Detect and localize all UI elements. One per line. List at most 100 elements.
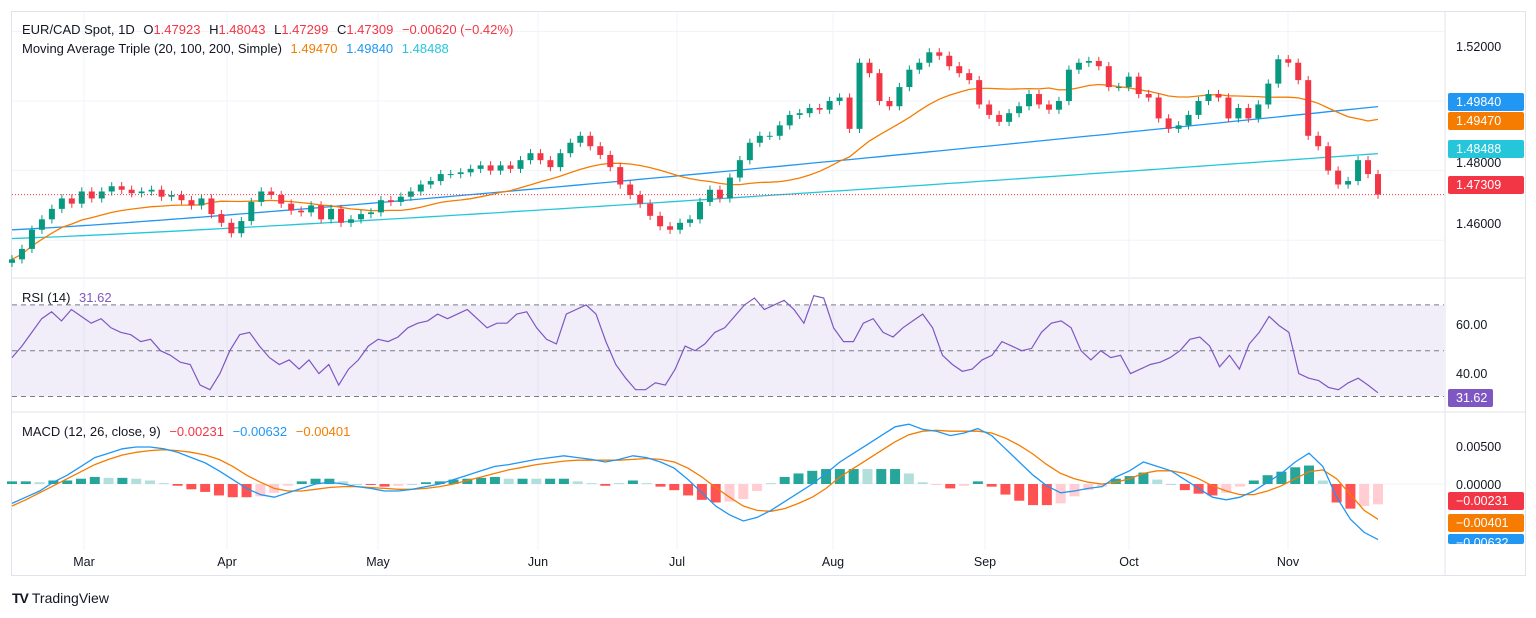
candle-body <box>696 201 703 220</box>
ohlc-close: C1.47309 <box>336 22 394 37</box>
candle-body <box>98 191 105 199</box>
candle-body <box>18 248 25 260</box>
candle-body <box>836 97 843 101</box>
candle-body <box>1175 125 1182 129</box>
candle-body <box>537 153 544 161</box>
x-label-jul: Jul <box>669 555 685 569</box>
candle-body <box>547 160 554 168</box>
candle-body <box>188 200 195 206</box>
x-label-mar: Mar <box>73 555 95 569</box>
macd-hist-bar <box>1083 484 1094 491</box>
macd-hist-bar <box>655 484 666 487</box>
macd-hist-bar <box>848 469 859 484</box>
close-price-badge: 1.47309 <box>1448 176 1524 194</box>
candle-body <box>1085 60 1092 63</box>
candle-body <box>1375 174 1381 195</box>
candle-body <box>577 135 584 143</box>
ma200-value: 1.48488 <box>401 41 449 56</box>
macd-hist-bar <box>172 484 183 486</box>
macd-hist-bar <box>1055 484 1066 504</box>
macd-hist-bar <box>641 483 652 485</box>
candle-body <box>786 114 793 126</box>
macd-hist-bar <box>945 484 956 489</box>
candle-body <box>726 177 733 199</box>
candle-body <box>527 153 534 161</box>
candle-body <box>976 80 983 105</box>
x-label-oct: Oct <box>1119 555 1139 569</box>
candle-body <box>1035 94 1042 105</box>
macd-hist-bar <box>572 481 583 484</box>
candle-body <box>168 194 175 197</box>
macd-hist-bar <box>779 476 790 484</box>
macd-hist-bar <box>1262 475 1273 484</box>
candle-body <box>1105 66 1112 88</box>
macd-signal-line <box>11 429 1379 520</box>
candle-body <box>278 194 285 204</box>
candle-body <box>318 205 325 220</box>
macd-line-badge: −0.00632 <box>1448 534 1524 544</box>
candle-body <box>467 168 474 173</box>
candle-body <box>118 186 125 190</box>
tradingview-logo-icon: TV <box>12 590 29 606</box>
price-tick-2: 1.48000 <box>1456 156 1502 170</box>
ma20-line <box>11 83 1379 260</box>
macd-hist-bar <box>545 478 556 484</box>
candle-body <box>178 194 185 201</box>
candle-body <box>906 69 913 88</box>
macd-hist-bar <box>1304 465 1315 484</box>
chart-frame <box>11 11 1526 576</box>
macd-hist-bar <box>1373 484 1383 505</box>
macd-hist-bar <box>62 480 73 484</box>
candle-body <box>866 62 873 74</box>
candle-body <box>1255 104 1262 119</box>
candle-body <box>348 219 355 223</box>
macd-hist-bar <box>917 482 928 484</box>
candle-body <box>397 196 404 202</box>
macd-hist-value: −0.00231 <box>169 424 224 439</box>
candle-body <box>1225 97 1232 119</box>
macd-hist-bar <box>959 484 970 486</box>
macd-hist-bar <box>503 478 514 484</box>
candle-body <box>936 52 943 56</box>
macd-hist-bar <box>448 479 459 484</box>
macd-hist-bar <box>627 480 638 484</box>
brand-name: TradingView <box>31 590 109 606</box>
rsi-tick-60: 60.00 <box>1456 318 1488 332</box>
macd-hist-bar <box>213 484 224 496</box>
macd-hist-badge: −0.00231 <box>1448 492 1524 510</box>
candle-body <box>1205 94 1212 101</box>
candle-body <box>258 191 265 202</box>
candle-body <box>308 205 315 213</box>
macd-hist-bar <box>462 478 473 484</box>
macd-hist-bar <box>614 483 625 485</box>
tradingview-logo[interactable]: TV TradingView <box>12 590 109 606</box>
candle-body <box>447 174 454 176</box>
macd-hist-bar <box>1028 484 1039 506</box>
candle-body <box>298 210 305 213</box>
ma100-line <box>11 105 1379 231</box>
candle-body <box>148 189 155 192</box>
macd-hist-bar <box>1152 479 1163 484</box>
candle-body <box>457 172 464 175</box>
macd-hist-bar <box>876 469 887 484</box>
candle-body <box>1045 104 1052 110</box>
candle-body <box>687 219 694 223</box>
macd-hist-bar <box>1317 480 1328 484</box>
price-tick-3: 1.46000 <box>1456 217 1502 231</box>
macd-hist-bar <box>710 484 721 503</box>
rsi-legend-label: RSI (14) <box>22 290 71 305</box>
candle-body <box>1215 94 1222 98</box>
candle-body <box>108 186 115 192</box>
candle-body <box>477 165 484 169</box>
candle-body <box>78 191 85 204</box>
ohlc-change: −0.00620 (−0.42%) <box>401 22 514 37</box>
candle-body <box>986 104 993 115</box>
candle-body <box>158 189 165 197</box>
macd-hist-bar <box>821 469 832 484</box>
macd-tick-1: 0.00500 <box>1456 440 1502 454</box>
candle-body <box>1065 69 1072 101</box>
candle-body <box>637 194 644 204</box>
macd-line-value: −0.00632 <box>232 424 288 439</box>
x-label-apr: Apr <box>217 555 237 569</box>
